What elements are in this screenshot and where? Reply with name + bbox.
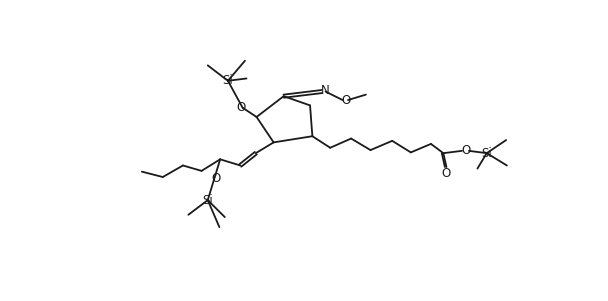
Text: Si: Si (482, 147, 492, 160)
Text: O: O (212, 172, 221, 185)
Text: O: O (341, 94, 350, 107)
Text: N: N (320, 84, 329, 97)
Text: Si: Si (202, 194, 213, 206)
Text: O: O (237, 101, 246, 114)
Text: Si: Si (223, 74, 233, 87)
Text: O: O (442, 167, 451, 180)
Text: O: O (461, 144, 471, 157)
